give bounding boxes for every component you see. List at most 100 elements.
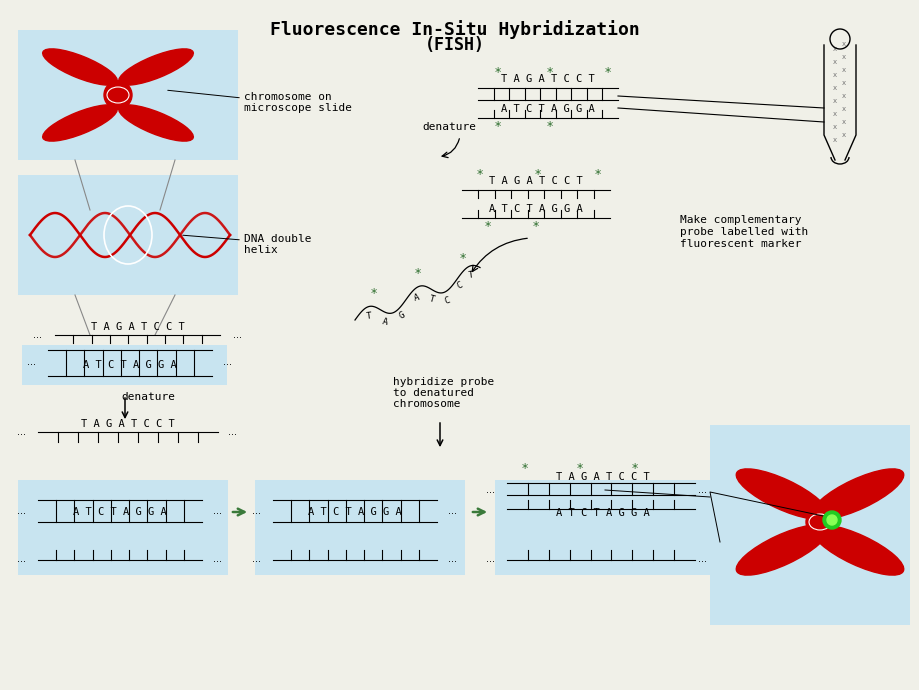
Text: x: x [832, 111, 836, 117]
Text: x: x [841, 54, 845, 60]
Text: *: * [476, 168, 482, 181]
Circle shape [826, 515, 836, 525]
Text: ...: ... [486, 485, 495, 495]
Text: x: x [832, 98, 836, 104]
Text: T A G A T C C T: T A G A T C C T [555, 472, 649, 482]
FancyBboxPatch shape [255, 480, 464, 575]
Text: *: * [546, 66, 552, 79]
Text: A: A [381, 317, 389, 327]
Text: x: x [832, 137, 836, 143]
Text: ...: ... [698, 485, 707, 495]
Text: ...: ... [213, 506, 222, 516]
Ellipse shape [811, 525, 902, 575]
Circle shape [104, 81, 131, 109]
Ellipse shape [42, 105, 118, 141]
Text: ...: ... [486, 554, 495, 564]
Text: T A G A T C C T: T A G A T C C T [81, 419, 175, 429]
Text: A T C T A G G A: A T C T A G G A [83, 360, 176, 370]
Text: x: x [841, 93, 845, 99]
Text: *: * [631, 462, 638, 475]
Text: *: * [494, 120, 501, 133]
Text: *: * [532, 220, 539, 233]
Text: A T C T A G G A: A T C T A G G A [489, 204, 583, 214]
Text: fluorescent marker: fluorescent marker [679, 239, 800, 249]
Text: chromosome on: chromosome on [244, 92, 332, 102]
Text: x: x [832, 85, 836, 91]
Text: ...: ... [213, 554, 222, 564]
FancyBboxPatch shape [709, 425, 909, 625]
Text: x: x [832, 124, 836, 130]
FancyBboxPatch shape [18, 480, 228, 575]
Text: *: * [494, 66, 501, 79]
Ellipse shape [735, 525, 827, 575]
Text: to denatured: to denatured [392, 388, 473, 398]
Text: x: x [832, 72, 836, 78]
Text: (FISH): (FISH) [425, 36, 484, 54]
Text: T: T [365, 311, 371, 321]
Text: G: G [397, 310, 405, 321]
Text: T A G A T C C T: T A G A T C C T [501, 74, 595, 84]
Ellipse shape [119, 105, 193, 141]
FancyArrowPatch shape [442, 139, 459, 157]
Text: x: x [841, 132, 845, 138]
Text: *: * [576, 462, 583, 475]
FancyBboxPatch shape [18, 175, 238, 295]
Text: A T C T A G G A: A T C T A G G A [555, 508, 649, 518]
Text: T: T [428, 295, 436, 305]
Text: ...: ... [33, 330, 42, 340]
Text: x: x [841, 119, 845, 125]
Text: x: x [841, 80, 845, 86]
Text: denature: denature [121, 392, 175, 402]
Text: *: * [459, 253, 465, 265]
Text: helix: helix [244, 245, 278, 255]
Text: C: C [455, 280, 464, 291]
Text: x: x [841, 106, 845, 112]
Text: ...: ... [17, 554, 27, 564]
Text: *: * [370, 286, 377, 299]
Text: ...: ... [252, 506, 261, 516]
Text: ...: ... [28, 357, 37, 367]
Text: T: T [468, 270, 474, 280]
Text: DNA double: DNA double [244, 234, 312, 244]
Text: x: x [832, 46, 836, 52]
Text: A T C T A G G A: A T C T A G G A [73, 507, 166, 517]
Text: chromosome: chromosome [392, 399, 460, 409]
Text: T A G A T C C T: T A G A T C C T [91, 322, 185, 332]
Text: *: * [521, 462, 528, 475]
Circle shape [823, 511, 840, 529]
Text: ...: ... [252, 554, 261, 564]
Text: x: x [841, 67, 845, 73]
FancyBboxPatch shape [494, 480, 714, 575]
FancyBboxPatch shape [22, 345, 227, 385]
Text: ...: ... [17, 506, 27, 516]
Text: ...: ... [448, 554, 457, 564]
Text: T A G A T C C T: T A G A T C C T [489, 176, 583, 186]
Text: *: * [534, 168, 540, 181]
Circle shape [805, 508, 834, 536]
Ellipse shape [811, 469, 902, 519]
Text: A T C T A G G A: A T C T A G G A [501, 104, 595, 114]
Text: ...: ... [228, 427, 237, 437]
Text: *: * [595, 168, 600, 181]
Text: denature: denature [422, 122, 475, 132]
Text: *: * [484, 220, 491, 233]
Text: *: * [604, 66, 610, 79]
Text: ...: ... [448, 506, 457, 516]
Text: probe labelled with: probe labelled with [679, 227, 808, 237]
Text: microscope slide: microscope slide [244, 103, 352, 113]
Text: A: A [413, 293, 420, 303]
Ellipse shape [42, 49, 118, 85]
FancyArrowPatch shape [471, 238, 527, 271]
Text: hybridize probe: hybridize probe [392, 377, 494, 387]
FancyBboxPatch shape [18, 30, 238, 160]
Text: C: C [443, 295, 450, 306]
Text: A T C T A G G A: A T C T A G G A [308, 507, 402, 517]
Text: Make complementary: Make complementary [679, 215, 800, 225]
Text: ...: ... [233, 330, 243, 340]
Text: *: * [546, 120, 552, 133]
Text: x: x [832, 59, 836, 65]
Text: ...: ... [698, 554, 707, 564]
Text: x: x [841, 41, 845, 47]
Ellipse shape [119, 49, 193, 85]
Text: ...: ... [223, 357, 233, 367]
